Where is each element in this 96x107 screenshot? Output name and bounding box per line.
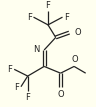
Text: F: F <box>64 13 69 22</box>
Text: F: F <box>25 93 30 102</box>
Text: O: O <box>74 28 81 37</box>
Text: F: F <box>7 65 12 74</box>
Text: O: O <box>57 90 64 99</box>
Text: F: F <box>27 13 32 22</box>
Text: N: N <box>33 45 39 54</box>
Text: F: F <box>14 83 19 92</box>
Text: F: F <box>46 1 50 10</box>
Text: O: O <box>72 55 78 64</box>
